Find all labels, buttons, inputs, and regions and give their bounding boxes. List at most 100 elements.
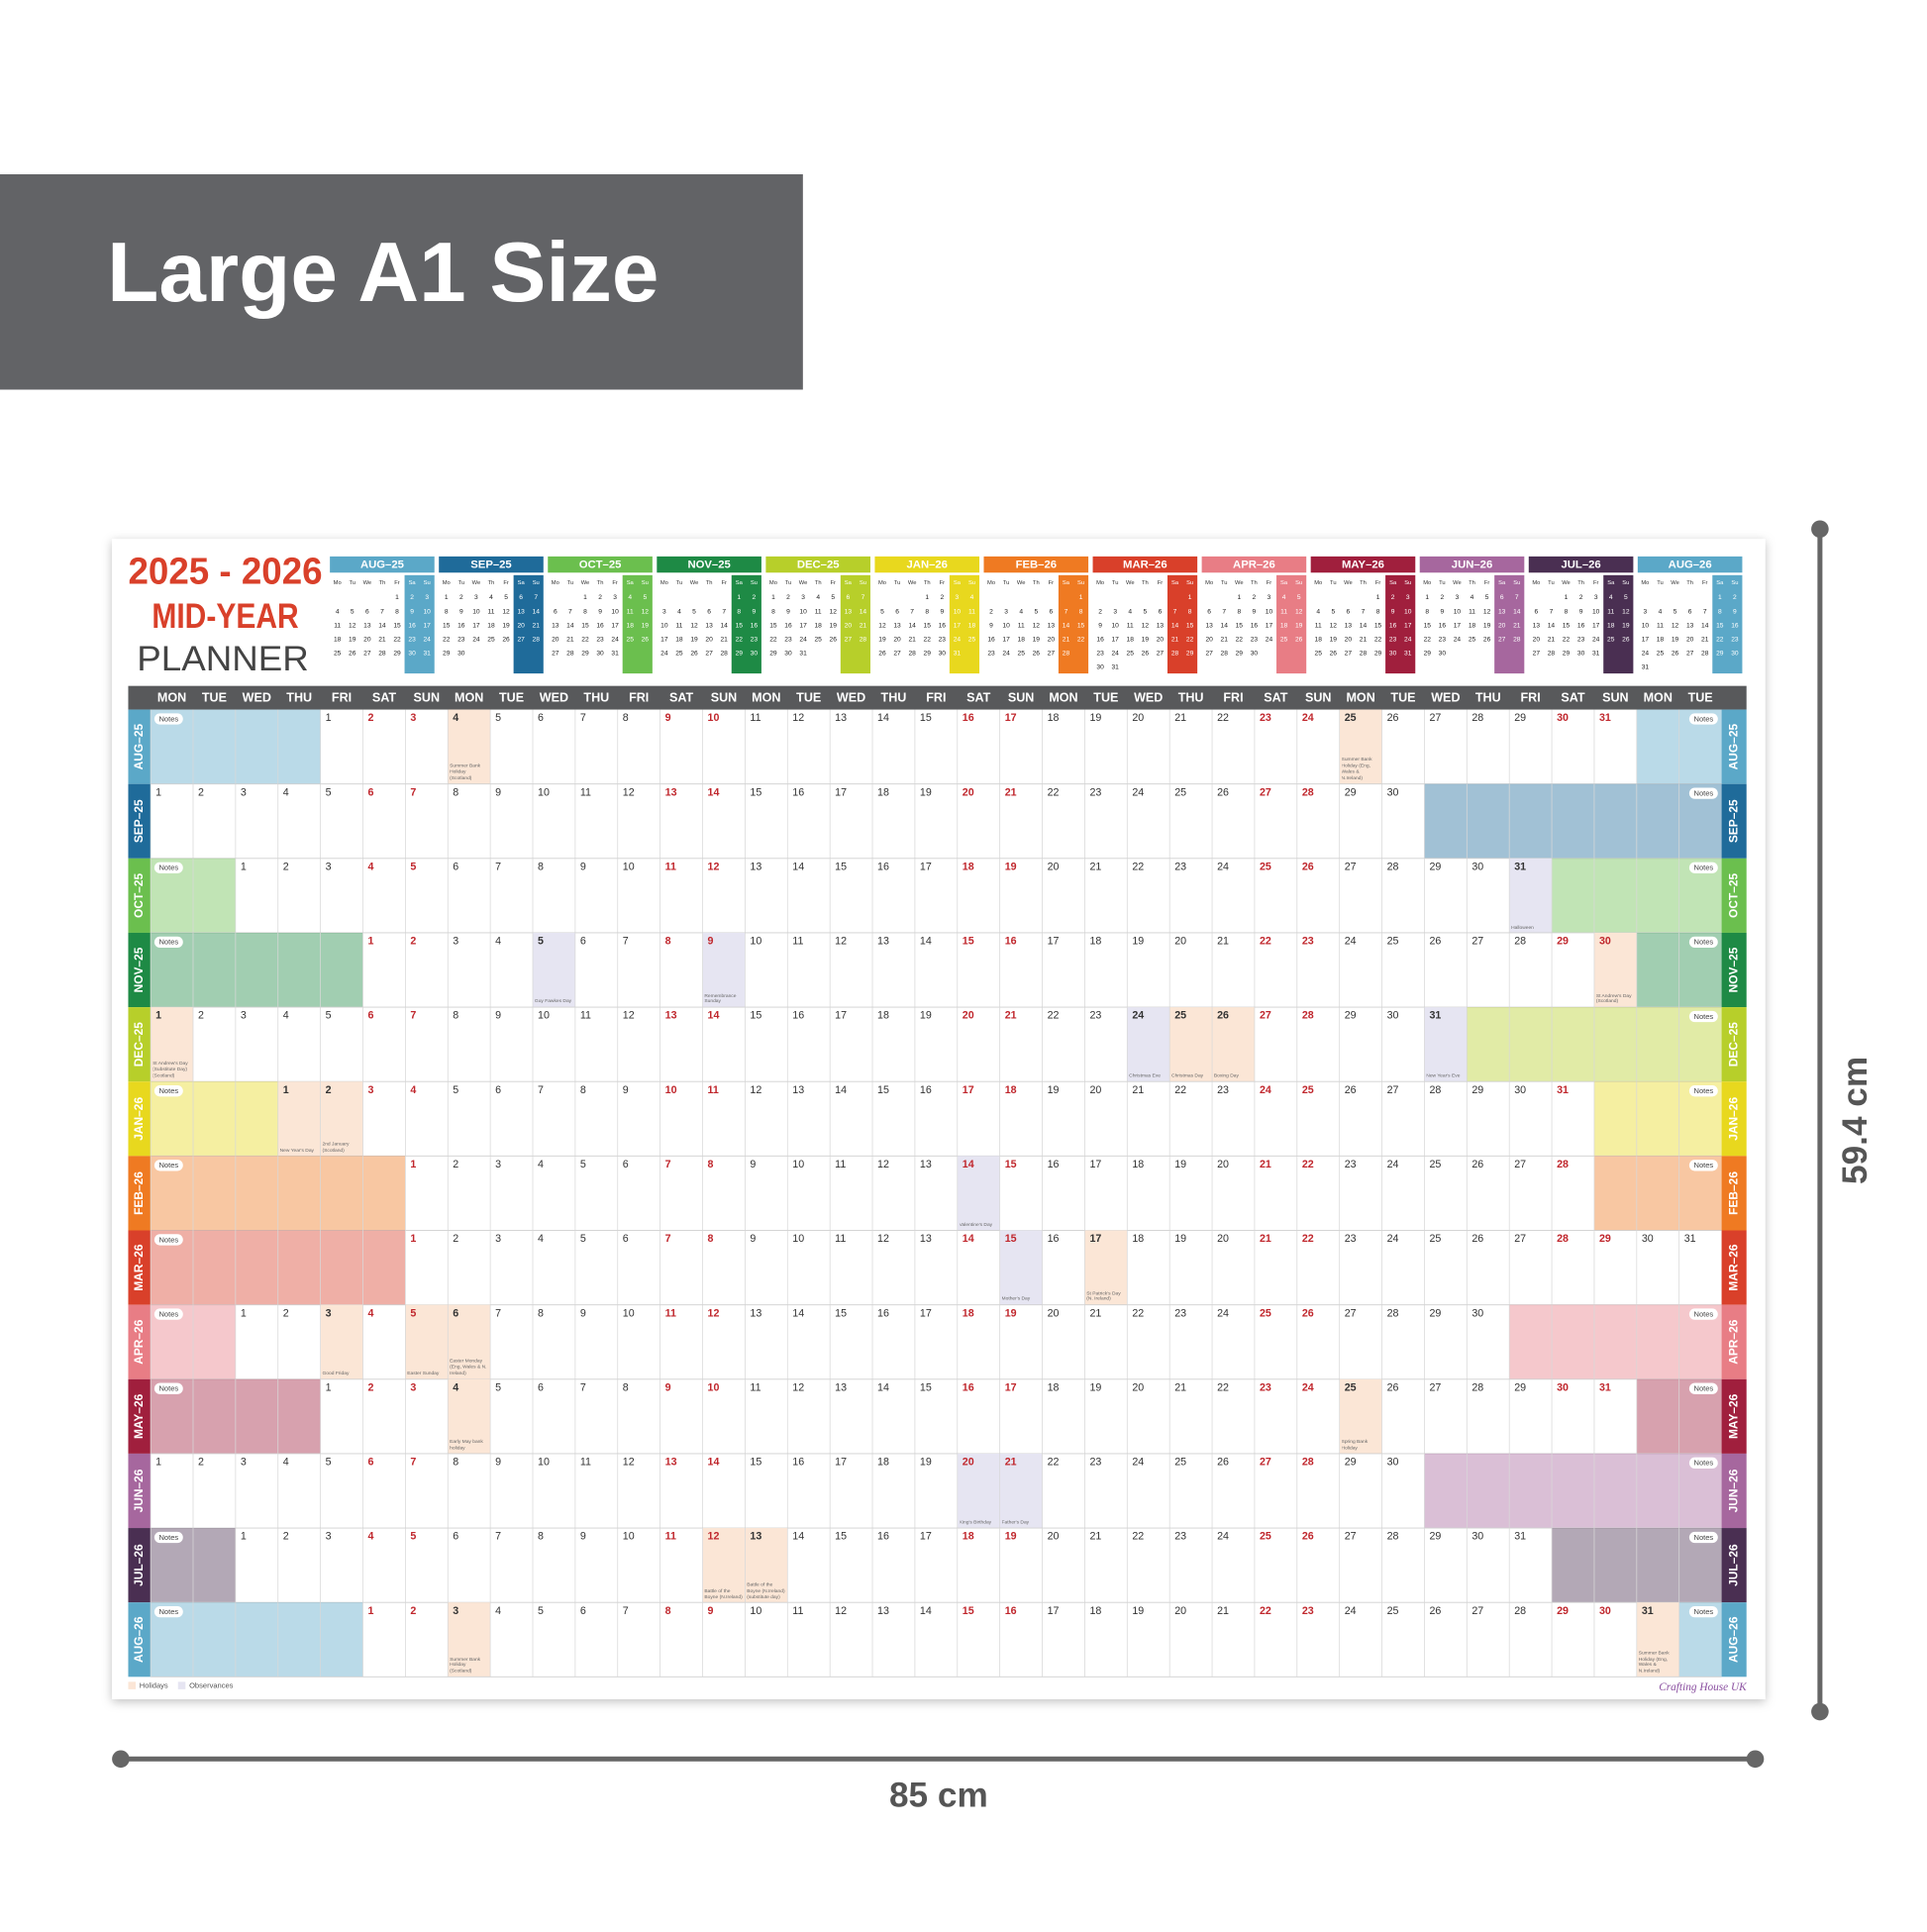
day-number: 1 — [326, 1381, 332, 1393]
mini-day: 21 — [533, 622, 541, 629]
day-number: 3 — [495, 1233, 501, 1245]
month-side-label: NOV–25 — [1726, 947, 1740, 992]
month-side-label: OCT–25 — [1726, 872, 1740, 917]
mini-day: 6 — [1159, 608, 1163, 615]
mini-weekday: Mo — [1423, 580, 1431, 586]
notes-pill — [153, 1382, 183, 1394]
day-number: 18 — [1132, 1233, 1144, 1245]
mini-day: 23 — [1096, 650, 1104, 657]
event-text: Guy Fawkes Day — [534, 997, 572, 1004]
mini-day: 23 — [457, 636, 465, 643]
mini-weekday: Su — [751, 580, 758, 586]
mini-day: 20 — [1205, 636, 1213, 643]
day-number: 18 — [1048, 1381, 1060, 1393]
mini-weekday: Tu — [1003, 580, 1010, 586]
month-side-label: DEC–25 — [1726, 1022, 1740, 1067]
day-number: 6 — [368, 786, 374, 798]
day-number: 10 — [792, 1233, 804, 1245]
day-number: 9 — [623, 1084, 629, 1096]
mini-day: 7 — [1362, 608, 1366, 615]
weekday-label: TUE — [202, 691, 227, 705]
day-number: 8 — [665, 936, 671, 948]
mini-day: 9 — [1579, 608, 1583, 615]
mini-weekend-stripe — [1058, 574, 1089, 674]
mini-day: 23 — [751, 636, 759, 643]
mini-weekday: Su — [533, 580, 540, 586]
mini-weekday: Fr — [721, 580, 727, 586]
day-number: 30 — [1471, 1307, 1483, 1319]
day-number: 21 — [1132, 1084, 1144, 1096]
mini-weekend-stripe — [731, 574, 761, 674]
day-number: 22 — [1174, 1084, 1186, 1096]
mini-day: 10 — [611, 608, 619, 615]
day-number: 7 — [665, 1159, 671, 1170]
mini-day: 25 — [1018, 650, 1026, 657]
mini-weekday: Su — [1186, 580, 1193, 586]
mini-day: 18 — [1018, 636, 1026, 643]
weekday-label: WED — [540, 691, 568, 705]
day-number: 1 — [410, 1233, 416, 1245]
day-number: 12 — [708, 1307, 720, 1319]
mini-day: 26 — [1033, 650, 1041, 657]
mini-day: 18 — [1315, 636, 1323, 643]
mini-day: 8 — [1079, 608, 1083, 615]
month-side-tab — [128, 1378, 152, 1454]
mini-day: 18 — [1127, 636, 1135, 643]
mini-day: 7 — [1065, 608, 1068, 615]
mini-day: 22 — [769, 636, 777, 643]
weekday-label: MON — [1644, 691, 1673, 705]
day-number: 3 — [368, 1084, 374, 1096]
mini-day: 20 — [1345, 636, 1353, 643]
event-text-box: Father's Day — [1002, 1518, 1030, 1524]
mini-day: 10 — [660, 622, 668, 629]
month-side-label: OCT–25 — [132, 872, 146, 917]
day-number: 2 — [368, 1381, 374, 1393]
mini-day: 2 — [1098, 608, 1102, 615]
day-number: 23 — [1089, 786, 1101, 798]
day-number: 20 — [1174, 936, 1186, 948]
weekday-label: THU — [286, 691, 312, 705]
mini-day: 13 — [552, 622, 559, 629]
day-number: 20 — [1217, 1233, 1229, 1245]
day-number: 11 — [792, 1605, 803, 1617]
mini-day: 9 — [989, 622, 993, 629]
mini-weekday: Tu — [1657, 580, 1664, 586]
mini-weekday: Mo — [987, 580, 995, 586]
month-side-tab — [128, 1304, 152, 1379]
mini-day: 12 — [642, 608, 650, 615]
mini-day: 23 — [1577, 636, 1585, 643]
mini-day: 27 — [845, 636, 853, 643]
event-text: Boxing Day — [1213, 1071, 1239, 1078]
mini-weekday: Sa — [409, 580, 417, 586]
event-cell — [1339, 709, 1382, 784]
mini-day: 15 — [1374, 622, 1382, 629]
event-cell — [957, 1156, 1000, 1231]
mini-day: 6 — [1050, 608, 1054, 615]
event-text-box: St Patrick's Day (N. Ireland) — [1086, 1289, 1120, 1301]
day-number: 4 — [368, 861, 374, 872]
mini-day: 12 — [690, 622, 698, 629]
day-number: 15 — [750, 1010, 761, 1022]
notes-label: Notes — [1694, 1607, 1714, 1616]
day-number: 27 — [1429, 712, 1441, 724]
mini-day: 5 — [1143, 608, 1147, 615]
mini-day: 15 — [581, 622, 589, 629]
mini-day: 29 — [736, 650, 744, 657]
mini-day: 31 — [954, 650, 962, 657]
day-number: 15 — [835, 1307, 847, 1319]
day-number: 9 — [665, 1381, 671, 1393]
day-number: 3 — [326, 861, 332, 872]
event-text-box: Good Friday — [322, 1370, 349, 1375]
day-number: 8 — [623, 1381, 629, 1393]
mini-day: 14 — [1360, 622, 1368, 629]
day-number: 1 — [155, 786, 161, 798]
mini-day: 5 — [1034, 608, 1038, 615]
day-number: 5 — [326, 1457, 332, 1469]
mini-day: 12 — [1672, 622, 1679, 629]
mini-day: 21 — [566, 636, 574, 643]
notes-label: Notes — [158, 938, 178, 947]
event-cell — [1636, 1602, 1679, 1678]
day-number: 7 — [580, 1381, 586, 1393]
mini-day: 7 — [1173, 608, 1177, 615]
day-number: 27 — [1260, 1010, 1271, 1022]
